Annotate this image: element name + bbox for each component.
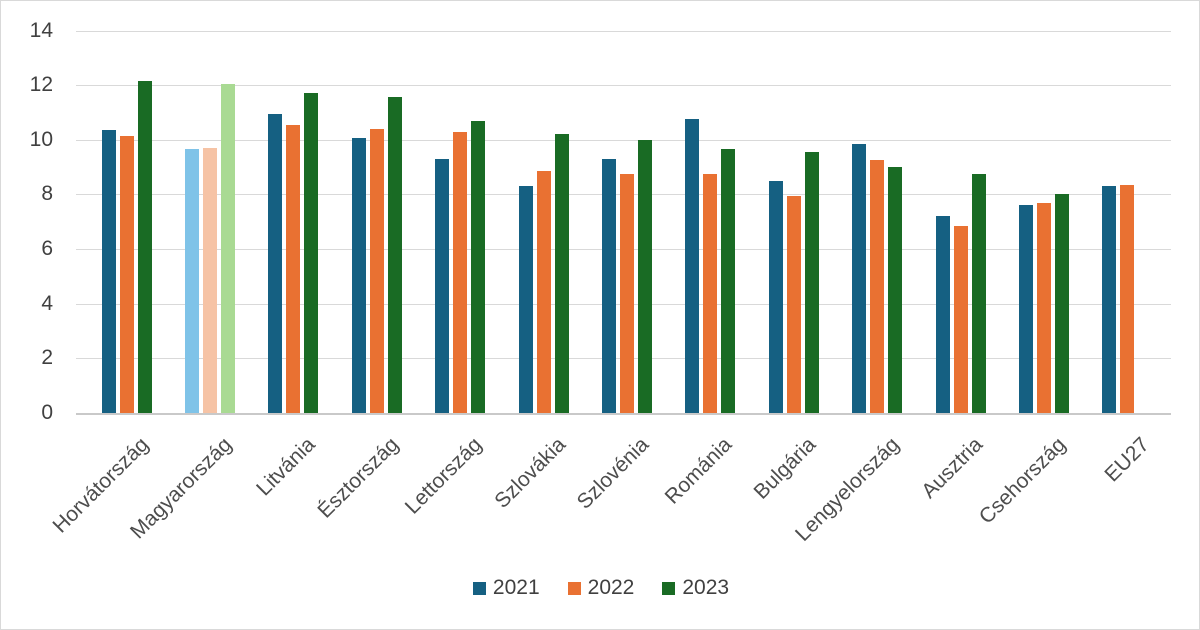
- bar-2023-2: [304, 93, 319, 413]
- category-column-6: [585, 1, 668, 413]
- category-column-2: [252, 1, 335, 413]
- category-column-3: [335, 1, 418, 413]
- category-column-5: [502, 1, 585, 413]
- bar-group-9: [852, 1, 903, 413]
- bar-2022-3: [369, 128, 384, 413]
- legend-label-2022: 2022: [587, 576, 635, 599]
- legend-swatch-2022: [567, 581, 581, 595]
- bar-2023-0: [137, 81, 152, 413]
- bar-group-5: [518, 1, 569, 413]
- bar-group-7: [685, 1, 736, 413]
- bar-2022-5: [536, 171, 551, 413]
- x-label-7: Románia: [660, 433, 737, 509]
- plot-area: [85, 1, 1169, 413]
- bar-2022-7: [703, 173, 718, 413]
- bar-2021-9: [852, 143, 867, 413]
- legend-label-2021: 2021: [492, 576, 540, 599]
- x-label-5: Szlovákia: [490, 433, 570, 513]
- bar-group-10: [935, 1, 986, 413]
- legend-swatch-2021: [472, 581, 486, 595]
- legend: 2021 2022 2023: [1, 576, 1200, 600]
- bar-2021-12: [1102, 186, 1117, 413]
- x-label-4: Lettország: [400, 433, 487, 519]
- bar-2021-10: [935, 216, 950, 413]
- legend-swatch-2023: [662, 581, 676, 595]
- bar-2022-6: [620, 173, 635, 413]
- category-column-11: [1002, 1, 1085, 413]
- bar-2023-5: [554, 134, 569, 413]
- category-column-4: [419, 1, 502, 413]
- gridline-14: [76, 30, 1171, 32]
- bar-2021-6: [602, 158, 617, 413]
- legend-label-2023: 2023: [682, 576, 730, 599]
- bar-2023-3: [387, 97, 402, 413]
- bar-2023-9: [888, 167, 903, 413]
- bar-2023-7: [721, 149, 736, 413]
- category-column-7: [669, 1, 752, 413]
- bar-group-1: [185, 1, 236, 413]
- bar-2023-6: [638, 139, 653, 413]
- bar-2021-5: [518, 186, 533, 413]
- category-column-9: [836, 1, 919, 413]
- bar-2023-1: [221, 83, 236, 413]
- bar-2022-1: [203, 148, 218, 413]
- legend-item-2022: 2022: [567, 576, 635, 600]
- x-axis-line: [76, 413, 1171, 415]
- category-column-10: [919, 1, 1002, 413]
- x-label-6: Szlovénia: [572, 433, 654, 514]
- y-tick-label-0: 0: [41, 401, 53, 424]
- x-label-11: Csehország: [974, 433, 1071, 529]
- bar-2021-3: [351, 138, 366, 413]
- y-tick-label-4: 4: [41, 291, 53, 315]
- bar-2023-4: [471, 120, 486, 413]
- category-column-8: [752, 1, 835, 413]
- y-tick-label-8: 8: [41, 182, 53, 206]
- bar-2023-11: [1054, 194, 1069, 413]
- bar-group-12: [1102, 1, 1152, 413]
- bar-2022-0: [119, 135, 134, 413]
- bar-2022-10: [953, 225, 968, 413]
- y-tick-label-2: 2: [41, 346, 53, 370]
- gridline-10: [76, 139, 1171, 141]
- bar-2023-10: [971, 173, 986, 413]
- bar-2022-11: [1036, 202, 1051, 413]
- x-label-8: Bulgária: [749, 433, 821, 504]
- bar-group-6: [602, 1, 653, 413]
- category-column-0: [85, 1, 168, 413]
- legend-item-2023: 2023: [662, 576, 729, 600]
- category-column-12: [1086, 1, 1169, 413]
- bar-2021-0: [101, 130, 116, 413]
- bar-group-11: [1018, 1, 1069, 413]
- x-label-10: Ausztria: [916, 433, 987, 503]
- bar-group-2: [268, 1, 319, 413]
- y-tick-label-6: 6: [41, 237, 53, 261]
- bar-group-4: [435, 1, 486, 413]
- legend-item-2021: 2021: [472, 576, 540, 600]
- bar-2021-4: [435, 158, 450, 413]
- y-tick-label-12: 12: [29, 73, 53, 97]
- bar-2022-2: [286, 124, 301, 413]
- bar-group-8: [768, 1, 819, 413]
- category-column-1: [168, 1, 251, 413]
- bar-2021-2: [268, 113, 283, 413]
- bar-2022-8: [786, 195, 801, 413]
- bar-2022-9: [870, 160, 885, 413]
- bar-group-3: [351, 1, 402, 413]
- y-tick-label-10: 10: [29, 127, 53, 151]
- bar-2022-12: [1120, 184, 1135, 413]
- bar-group-0: [101, 1, 152, 413]
- x-label-12: EU27: [1100, 433, 1154, 487]
- x-label-3: Észtország: [313, 433, 404, 523]
- gridline-12: [76, 85, 1171, 87]
- bar-2022-4: [453, 131, 468, 413]
- bar-2021-1: [185, 149, 200, 413]
- bar-2021-7: [685, 119, 700, 413]
- bar-2021-8: [768, 180, 783, 413]
- y-tick-label-14: 14: [29, 18, 53, 42]
- bar-2021-11: [1018, 205, 1033, 413]
- bar-2023-8: [804, 152, 819, 413]
- x-label-2: Litvánia: [252, 433, 320, 501]
